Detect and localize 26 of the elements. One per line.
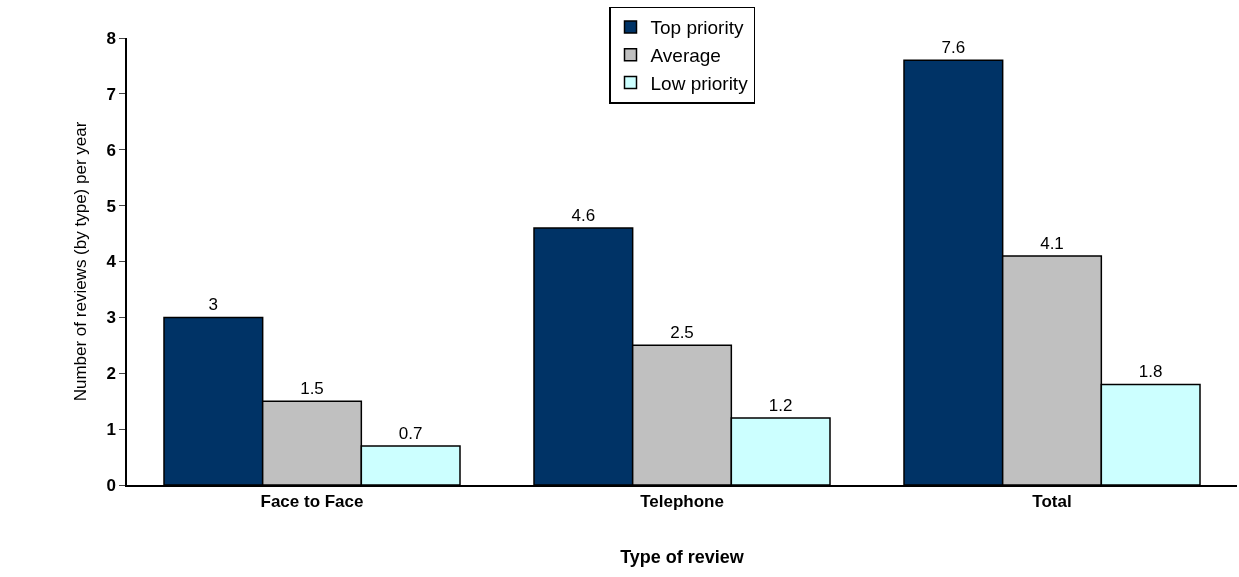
data-label: 7.6 (941, 38, 966, 58)
y-tick-label: 1 (106, 420, 116, 440)
legend-label: Low priority (650, 72, 749, 94)
legend-label: Top priority (650, 17, 744, 39)
x-tick-label: Telephone (640, 492, 724, 512)
y-tick-label: 0 (106, 475, 116, 495)
data-label: 0.7 (398, 423, 423, 443)
data-label: 1.5 (300, 379, 324, 399)
data-label: 2.5 (670, 323, 694, 343)
x-tick-label: Total (1032, 492, 1072, 512)
y-tick-label: 7 (106, 84, 116, 104)
data-label: 1.2 (768, 395, 793, 415)
data-label: 1.8 (1138, 362, 1163, 382)
y-tick-label: 8 (106, 28, 116, 48)
x-axis-title: Type of review (620, 546, 745, 567)
y-tick-label: 2 (106, 364, 116, 384)
y-tick-label: 3 (106, 308, 116, 328)
y-tick-label: 6 (106, 140, 116, 160)
data-label: 4.1 (1040, 233, 1064, 253)
data-label: 3 (208, 295, 219, 315)
y-tick-label: 4 (106, 252, 117, 272)
y-tick-label: 5 (106, 196, 116, 216)
legend-label: Average (650, 45, 721, 67)
y-axis-title: Number of reviews (by type) per year (71, 121, 91, 402)
x-tick-label: Face to Face (260, 492, 364, 512)
data-label: 4.6 (571, 205, 596, 225)
